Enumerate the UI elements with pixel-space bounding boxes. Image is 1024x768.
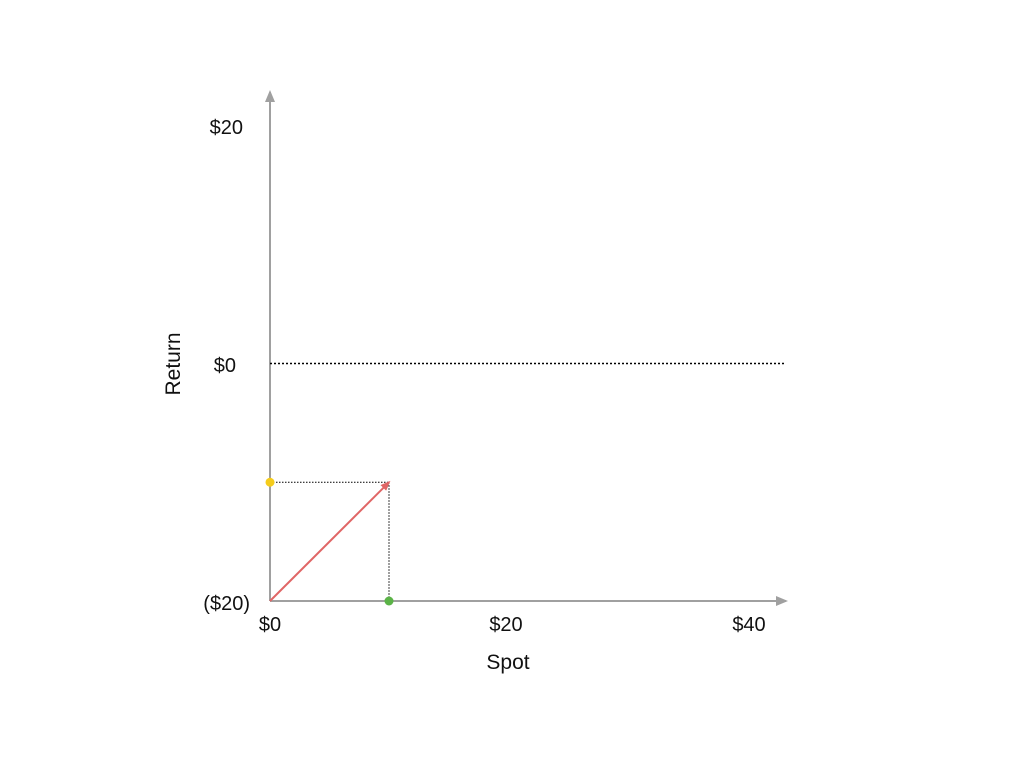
spot-point bbox=[385, 597, 394, 606]
x-tick-label-1: $20 bbox=[489, 614, 522, 636]
y-tick-label-neg20: ($20) bbox=[203, 593, 250, 615]
payoff-arrow-0 bbox=[270, 482, 389, 601]
x-tick-label-0: $0 bbox=[259, 614, 281, 636]
x-axis-title: Spot bbox=[486, 651, 529, 674]
y-tick-label-0: $0 bbox=[214, 355, 236, 377]
return-point bbox=[266, 478, 275, 487]
x-tick-label-2: $40 bbox=[732, 614, 765, 636]
y-tick-label-20: $20 bbox=[210, 117, 243, 139]
y-axis-title: Return bbox=[162, 332, 185, 395]
